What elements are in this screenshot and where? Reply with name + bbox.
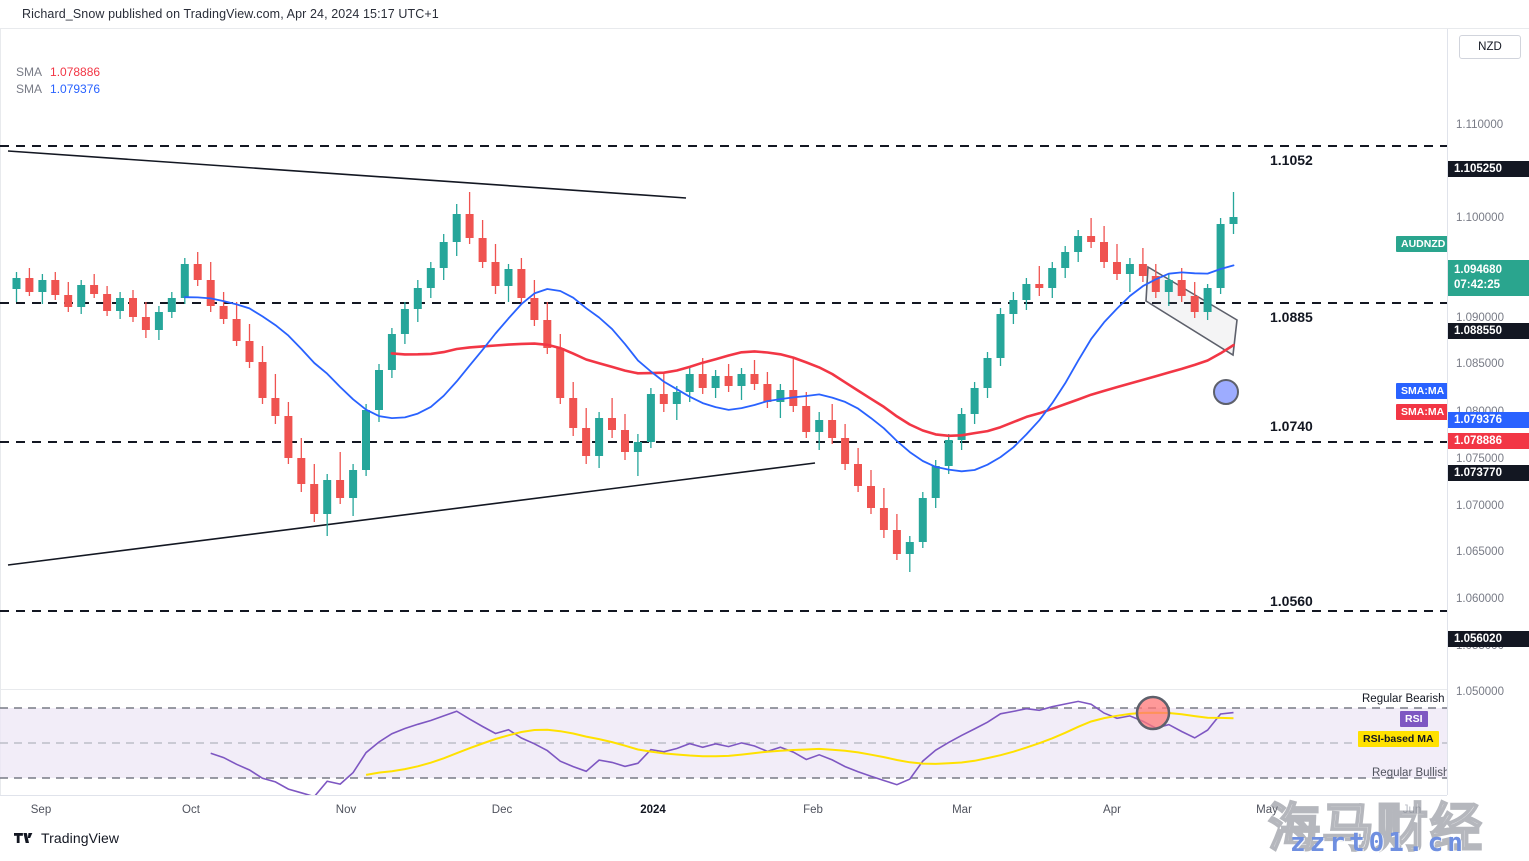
rsi-regular-bearish-label: Regular Bearish xyxy=(1362,693,1445,705)
rsi-pane[interactable]: RSI 67.10 63.21 ø ø ø ø ø ø xyxy=(0,689,1447,796)
sma-tag-blue: SMA:MA xyxy=(1396,383,1447,399)
watermark-url: zzrt01.cn xyxy=(1290,828,1467,858)
publisher-bar: Richard_Snow published on TradingView.co… xyxy=(0,0,1529,29)
sma-label-2: SMA xyxy=(16,82,43,96)
price-scale[interactable]: NZD 1.110000 1.100000 1.090000 1.085000 … xyxy=(1447,29,1529,795)
sma-blue-line xyxy=(183,264,1235,473)
sma-legend-row-1: SMA 1.078886 xyxy=(16,64,100,81)
level-label-1-0885: 1.0885 xyxy=(1270,309,1313,325)
time-label-jun: Jun xyxy=(1402,804,1422,816)
time-label-nov: Nov xyxy=(335,804,357,816)
time-label-mar: Mar xyxy=(952,804,972,816)
sma-red-line xyxy=(390,342,1235,438)
sma-pill-red: 1.078886 xyxy=(1448,433,1529,449)
price-pill-1-073770: 1.073770 xyxy=(1448,465,1529,481)
descending-trendline xyxy=(7,150,687,199)
price-pane[interactable]: SMA 1.078886 SMA 1.079376 1.1052 1.0885 … xyxy=(0,29,1447,689)
price-pill-1-088550: 1.088550 xyxy=(1448,323,1529,339)
rsi-divergence-marker xyxy=(1135,695,1171,731)
price-tick-1-075000: 1.075000 xyxy=(1456,453,1504,465)
price-tick-1-085000: 1.085000 xyxy=(1456,358,1504,370)
live-quote-countdown: 07:42:25 xyxy=(1454,279,1501,291)
time-label-sep: Sep xyxy=(30,804,52,816)
price-tick-1-065000: 1.065000 xyxy=(1456,546,1504,558)
time-label-2024: 2024 xyxy=(640,804,666,816)
currency-chip[interactable]: NZD xyxy=(1459,35,1521,59)
candlestick-series xyxy=(12,192,1238,572)
price-legend: SMA 1.078886 SMA 1.079376 xyxy=(16,64,100,98)
ma-cross-marker xyxy=(1213,379,1239,405)
price-tick-1-110000: 1.110000 xyxy=(1456,119,1504,131)
price-tick-1-050000: 1.050000 xyxy=(1456,686,1504,698)
price-tick-1-090000: 1.090000 xyxy=(1456,312,1504,324)
publisher-text: Richard_Snow published on TradingView.co… xyxy=(22,7,439,21)
time-label-feb: Feb xyxy=(803,804,823,816)
symbol-tag-audnzd: AUDNZD xyxy=(1396,236,1447,252)
tradingview-branding[interactable]: TradingView xyxy=(14,830,119,846)
level-label-1-0740: 1.0740 xyxy=(1270,418,1313,434)
tradingview-logo-icon xyxy=(14,833,33,843)
sma-value-2: 1.079376 xyxy=(50,82,101,96)
sma-legend-row-2: SMA 1.079376 xyxy=(16,81,100,98)
sma-label-1: SMA xyxy=(16,65,43,79)
live-quote-pill: 1.094680 07:42:25 xyxy=(1448,260,1529,296)
level-label-1-0560: 1.0560 xyxy=(1270,593,1313,609)
live-quote-price: 1.094680 xyxy=(1454,264,1502,276)
rsi-regular-bullish-label: Regular Bullish xyxy=(1372,767,1450,779)
price-pill-1-056020: 1.056020 xyxy=(1448,631,1529,647)
price-tick-1-070000: 1.070000 xyxy=(1456,500,1504,512)
time-axis[interactable]: Sep Oct Nov Dec 2024 Feb Mar Apr May Jun xyxy=(0,795,1447,826)
rsi-line xyxy=(210,700,1234,796)
tradingview-logo-text: TradingView xyxy=(41,830,120,846)
ascending-trendline xyxy=(7,462,816,566)
time-label-oct: Oct xyxy=(182,804,200,816)
price-pill-1-105250: 1.105250 xyxy=(1448,161,1529,177)
rsi-ma-line xyxy=(365,711,1234,776)
price-chart-canvas[interactable] xyxy=(0,29,1447,689)
rsi-tag-label: RSI xyxy=(1400,711,1428,727)
rsi-ma-tag-label: RSI-based MA xyxy=(1358,731,1439,747)
sma-value-1: 1.078886 xyxy=(50,65,101,79)
level-label-1-1052: 1.1052 xyxy=(1270,152,1313,168)
price-tick-1-100000: 1.100000 xyxy=(1456,212,1504,224)
time-label-may: May xyxy=(1256,804,1278,816)
level-lines xyxy=(0,145,1447,612)
rsi-chart-canvas[interactable] xyxy=(0,690,1447,796)
price-tick-1-060000: 1.060000 xyxy=(1456,593,1504,605)
sma-tag-red: SMA:MA xyxy=(1396,404,1447,420)
time-label-apr: Apr xyxy=(1103,804,1121,816)
sma-pill-blue: 1.079376 xyxy=(1448,412,1529,428)
time-label-dec: Dec xyxy=(491,804,513,816)
